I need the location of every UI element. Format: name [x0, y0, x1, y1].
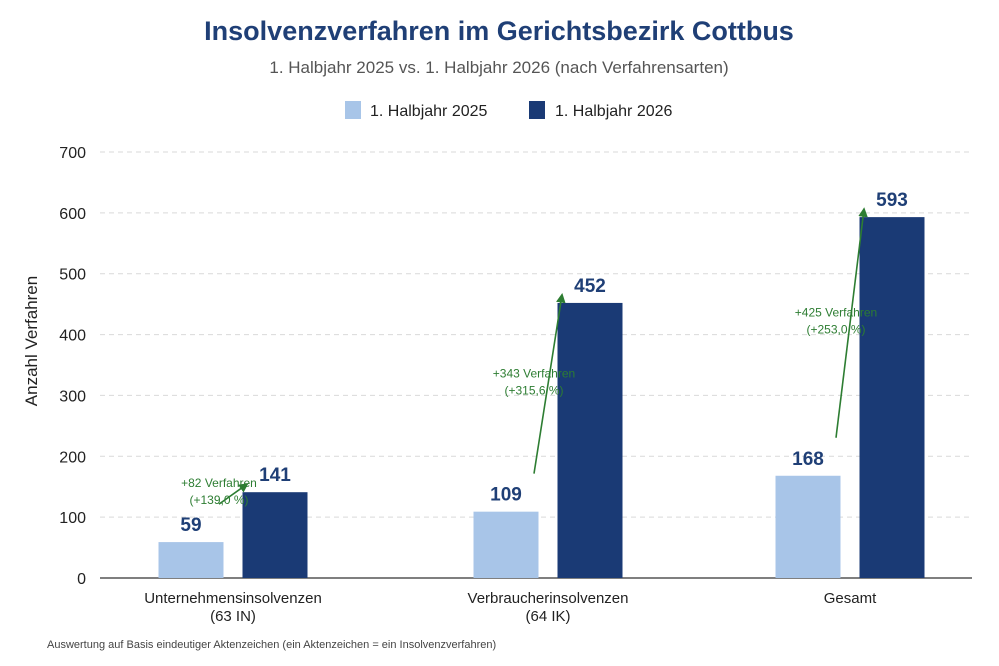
change-annotation-percent: (+253,0 %) [806, 322, 865, 336]
y-axis-label: Anzahl Verfahren [22, 276, 41, 406]
change-annotation-count: +343 Verfahren [493, 366, 575, 380]
y-axis-ticks: 0 100 200 300 400 500 600 700 [59, 145, 86, 588]
category-sublabel: (64 IK) [525, 608, 570, 625]
value-label: 109 [490, 485, 522, 506]
bar-2026 [557, 302, 623, 578]
chart-title: Insolvenzverfahren im Gerichtsbezirk Cot… [204, 16, 794, 46]
change-arrow [218, 483, 249, 505]
value-label: 59 [180, 515, 201, 536]
category-sublabel: (63 IN) [210, 608, 256, 625]
change-arrow [533, 293, 566, 474]
value-label: 452 [574, 276, 606, 297]
y-tick-label: 500 [59, 267, 86, 284]
bar-2025 [473, 511, 539, 578]
value-label: 593 [876, 190, 908, 211]
category-labels: Unternehmensinsolvenzen(63 IN) Verbrauche… [144, 590, 877, 625]
y-tick-label: 100 [59, 510, 86, 527]
footnote: Auswertung auf Basis eindeutiger Aktenze… [47, 639, 496, 651]
legend-label-2026: 1. Halbjahr 2026 [555, 103, 673, 120]
category-label: Gesamt [824, 590, 877, 607]
value-labels: 59 141 109 452 168 593 [180, 190, 907, 536]
change-arrows [218, 207, 868, 505]
bar-2026 [859, 217, 925, 579]
change-annotation-count: +82 Verfahren [181, 476, 257, 490]
y-tick-label: 400 [59, 328, 86, 345]
y-tick-label: 600 [59, 206, 86, 223]
change-annotation-percent: (+315,6 %) [504, 383, 563, 397]
bar-2026 [242, 492, 308, 578]
legend-label-2025: 1. Halbjahr 2025 [370, 103, 488, 120]
legend: 1. Halbjahr 2025 1. Halbjahr 2026 [345, 101, 673, 120]
y-tick-label: 300 [59, 388, 86, 405]
change-annotation-count: +425 Verfahren [795, 305, 877, 319]
y-tick-label: 700 [59, 145, 86, 162]
change-annotations: +82 Verfahren (+139,0 %) +343 Verfahren (+3… [181, 305, 877, 507]
category-label: Unternehmensinsolvenzen [144, 590, 322, 607]
category-label: Verbraucherinsolvenzen [468, 590, 629, 607]
y-tick-label: 200 [59, 449, 86, 466]
legend-swatch-2025 [345, 101, 361, 119]
chart-subtitle: 1. Halbjahr 2025 vs. 1. Halbjahr 2026 (n… [269, 58, 728, 77]
change-arrow [835, 207, 868, 438]
value-label: 168 [792, 449, 824, 470]
y-tick-label: 0 [77, 571, 86, 588]
value-label: 141 [259, 465, 291, 486]
bar-2025 [158, 542, 224, 578]
bar-2025 [775, 475, 841, 578]
bars [158, 217, 925, 579]
legend-swatch-2026 [529, 101, 545, 119]
change-annotation-percent: (+139,0 %) [189, 493, 248, 507]
